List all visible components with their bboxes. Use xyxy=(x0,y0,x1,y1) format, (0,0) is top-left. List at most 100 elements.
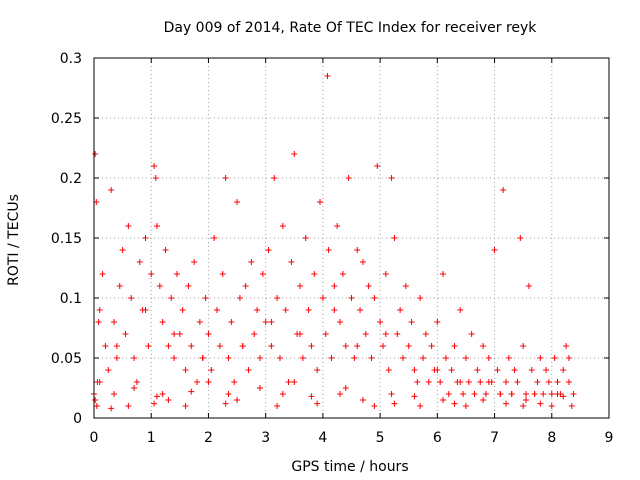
data-point xyxy=(125,223,132,229)
data-point xyxy=(440,271,447,277)
data-point xyxy=(417,403,424,409)
data-point xyxy=(528,367,535,373)
x-axis-ticks: 0 1 2 3 4 5 6 7 8 9 xyxy=(90,58,613,446)
data-point xyxy=(151,400,158,407)
data-point xyxy=(125,403,132,409)
data-point xyxy=(325,247,332,253)
data-point xyxy=(437,379,444,385)
data-point xyxy=(537,400,544,407)
data-point xyxy=(511,367,518,373)
data-point xyxy=(508,391,515,397)
data-point xyxy=(322,331,329,337)
data-point xyxy=(328,355,335,361)
data-point xyxy=(348,295,355,301)
data-point xyxy=(274,403,281,409)
data-point xyxy=(245,367,252,373)
data-point xyxy=(317,199,324,205)
data-point xyxy=(234,199,241,205)
data-point xyxy=(342,385,349,391)
data-point xyxy=(271,175,278,181)
data-point xyxy=(222,175,229,181)
data-point xyxy=(357,307,364,313)
data-point xyxy=(468,331,475,337)
data-point xyxy=(182,367,189,373)
data-point xyxy=(434,319,441,325)
x-tick-label: 5 xyxy=(376,430,385,446)
data-point xyxy=(159,319,166,325)
data-point xyxy=(205,331,212,337)
data-point xyxy=(176,331,183,337)
y-tick-label: 0.1 xyxy=(60,291,82,307)
data-point xyxy=(133,379,140,385)
data-point xyxy=(462,355,469,361)
data-point xyxy=(520,403,527,409)
data-point xyxy=(188,343,195,349)
data-point xyxy=(96,307,103,313)
data-point xyxy=(116,283,123,289)
y-tick-label: 0.3 xyxy=(60,51,82,67)
data-point xyxy=(382,271,389,277)
data-point xyxy=(165,397,172,403)
data-point xyxy=(451,343,458,349)
data-point xyxy=(128,295,135,301)
x-tick-label: 6 xyxy=(433,430,442,446)
y-tick-label: 0.05 xyxy=(51,351,82,367)
data-point xyxy=(122,331,129,337)
data-point xyxy=(285,379,292,385)
data-point xyxy=(568,403,575,409)
data-point xyxy=(305,307,312,313)
data-point xyxy=(474,367,481,373)
data-point xyxy=(379,343,386,349)
data-point xyxy=(460,391,467,397)
data-point xyxy=(523,391,530,397)
data-point xyxy=(440,397,447,403)
data-point xyxy=(345,175,352,181)
data-point xyxy=(331,283,338,289)
data-point xyxy=(162,247,169,253)
data-point xyxy=(225,355,232,361)
data-point xyxy=(102,343,109,349)
data-point xyxy=(308,393,315,400)
data-point xyxy=(159,391,166,397)
data-point xyxy=(480,343,487,349)
data-point xyxy=(314,400,321,407)
data-point xyxy=(485,379,492,385)
x-tick-label: 0 xyxy=(90,430,99,446)
x-tick-label: 7 xyxy=(490,430,499,446)
data-point xyxy=(208,367,215,373)
data-point xyxy=(548,403,555,409)
data-point xyxy=(362,331,369,337)
data-point xyxy=(111,391,118,397)
data-point xyxy=(523,397,530,403)
y-tick-label: 0.2 xyxy=(60,171,82,187)
data-point xyxy=(359,259,366,265)
data-point xyxy=(173,271,180,277)
data-point xyxy=(165,343,172,349)
data-point xyxy=(482,391,489,397)
data-point xyxy=(405,343,412,349)
data-point xyxy=(288,259,295,265)
data-point xyxy=(388,175,395,181)
data-point xyxy=(560,393,567,400)
data-point xyxy=(194,379,200,385)
data-point xyxy=(108,405,115,412)
y-tick-label: 0.25 xyxy=(51,111,82,127)
data-point xyxy=(113,355,120,361)
data-point xyxy=(411,367,418,373)
data-point xyxy=(331,307,338,313)
data-point xyxy=(540,391,547,397)
data-point xyxy=(205,379,212,385)
data-point xyxy=(219,271,226,277)
data-point xyxy=(417,295,424,301)
data-point xyxy=(239,343,246,349)
data-point xyxy=(95,319,102,325)
data-point xyxy=(391,235,398,241)
grid-lines xyxy=(94,58,609,418)
data-point xyxy=(282,307,289,313)
data-point xyxy=(337,391,344,397)
data-point xyxy=(231,379,238,385)
data-point xyxy=(503,379,509,385)
data-point xyxy=(342,343,349,349)
data-point xyxy=(563,343,570,349)
